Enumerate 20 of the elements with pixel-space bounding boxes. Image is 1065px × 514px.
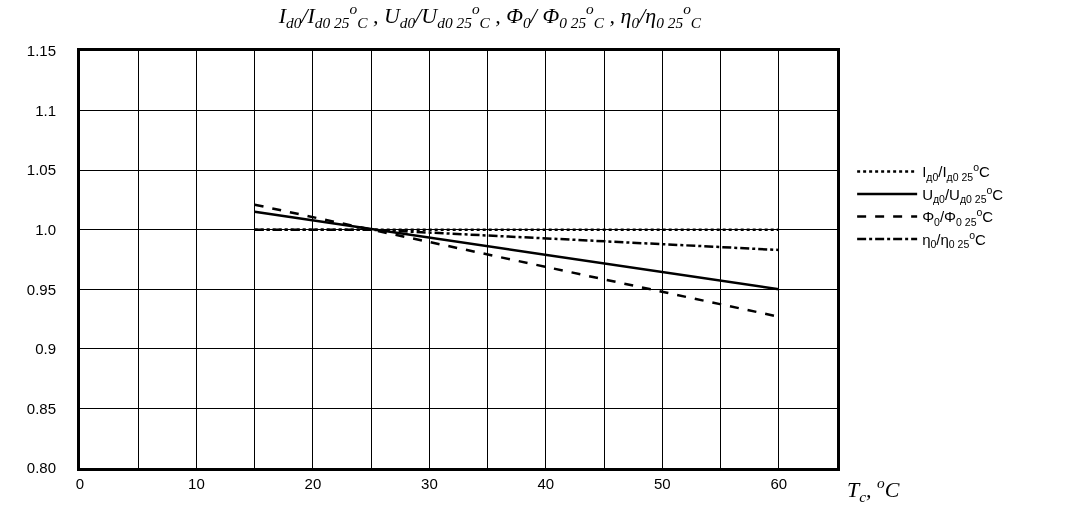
y-tick-label: 1.15	[26, 42, 56, 60]
y-tick-label: 1.0	[35, 220, 56, 238]
x-tick-label: 0	[75, 475, 85, 492]
y-tick-label: 0.95	[26, 280, 56, 298]
legend-label: U$_{д0}$/U$_{д0 25}$$^{o}$C	[922, 183, 1004, 205]
y-tick-label: 0.85	[26, 399, 56, 417]
x-tick-label: 10	[188, 475, 205, 492]
x-tick-label: 50	[653, 475, 671, 492]
x-tick-label: 40	[537, 475, 555, 492]
x-tick-label: 30	[421, 475, 438, 492]
x-axis-title: T$_{c}$, $^{o}$C	[847, 474, 900, 505]
y-tick-label: 1.05	[26, 161, 56, 179]
x-tick-label: 20	[304, 475, 322, 492]
legend-label: Φ$_{0}$/Φ$_{0 25}$$^{o}$C	[922, 206, 994, 228]
legend-label: I$_{д0}$/I$_{д0 25}$$^{o}$C	[922, 161, 991, 183]
y-tick-label: 0.9	[35, 340, 56, 358]
x-tick-label: 60	[770, 475, 788, 492]
legend-label: η$_{0}$/η$_{0 25}$$^{o}$C	[922, 228, 987, 250]
y-tick-label: 0.80	[26, 459, 56, 477]
y-tick-label: 1.1	[35, 101, 56, 119]
